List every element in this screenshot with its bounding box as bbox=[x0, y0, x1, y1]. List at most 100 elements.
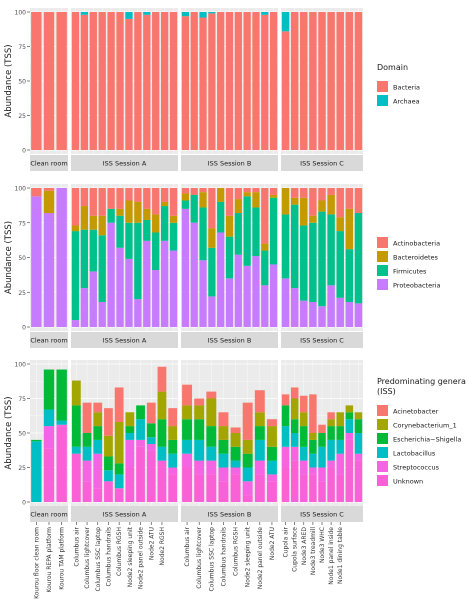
y-tick-label: 75 bbox=[18, 396, 26, 403]
bar-segment-archaea bbox=[80, 12, 89, 15]
panel-domain: Abundance (TSS) 0 25 50 75 100 Clean room ISS S… bbox=[4, 8, 420, 171]
bar-segment-actinobacteria bbox=[327, 188, 335, 195]
x-tick-label: Node2 sleeping unit bbox=[127, 526, 134, 587]
bar-segment-archaea bbox=[125, 12, 133, 19]
facet-strip bbox=[281, 332, 363, 348]
bar-segment-lactobacillus bbox=[336, 439, 344, 454]
facet-strip bbox=[181, 506, 278, 522]
facet-clean-room: Kourou floor clean room Kourou REPA platf… bbox=[30, 360, 68, 599]
bar-segment-proteobacteria bbox=[199, 260, 207, 327]
bar-segment-acinetobacter bbox=[82, 402, 92, 433]
bar-segment-bacteroidetes bbox=[71, 225, 80, 232]
bar-segment-unknown bbox=[194, 474, 205, 502]
legend-label: Firmicutes bbox=[393, 268, 427, 276]
facet-iss-session-a: ISS Session A bbox=[71, 8, 178, 171]
bar-segment-streptococcus bbox=[43, 426, 55, 449]
bar-segment-proteobacteria bbox=[354, 303, 363, 327]
x-tick-label: Node1 panel inside bbox=[328, 527, 335, 585]
bar-segment-bacteria bbox=[217, 12, 225, 150]
bar-segment-unknown bbox=[309, 474, 317, 502]
bar-segment-streptococcus bbox=[93, 453, 103, 489]
bar-segment-unknown bbox=[43, 448, 55, 502]
facet-iss-session-c: ISS Session C bbox=[281, 8, 363, 171]
y-tick-label: 100 bbox=[15, 362, 27, 369]
facet-iss-session-a: ISS Session A bbox=[71, 184, 178, 348]
bar-segment-corynebacterium-1 bbox=[309, 433, 317, 440]
bar-segment-bacteroidetes bbox=[300, 197, 308, 226]
bar-segment-bacteroidetes bbox=[269, 194, 278, 198]
x-tick-label: Columbus RGSH bbox=[116, 527, 123, 576]
bar-segment-streptococcus bbox=[136, 439, 145, 447]
facet-strip-label: Clean room bbox=[30, 511, 67, 519]
facet-clean-room: Clean room bbox=[30, 184, 68, 348]
bar-segment-actinobacteria bbox=[31, 188, 42, 197]
bar-segment-proteobacteria bbox=[318, 306, 326, 327]
legend-label: Corynebacterium_1 bbox=[393, 422, 457, 430]
y-tick-label: 25 bbox=[18, 290, 26, 297]
bar-segment-acinetobacter bbox=[300, 395, 308, 413]
bar-segment-acinetobacter bbox=[114, 387, 124, 422]
bar-segment-lactobacillus bbox=[345, 419, 354, 433]
bar-segment-bacteroidetes bbox=[345, 208, 354, 250]
facet-strip bbox=[181, 155, 278, 171]
bar-segment-lactobacillus bbox=[104, 470, 113, 482]
bar-segment-streptococcus bbox=[82, 460, 92, 482]
bar-segment-bacteroidetes bbox=[243, 192, 251, 197]
legend: Domain Bacteria Archaea bbox=[377, 63, 420, 106]
bar-segment-actinobacteria bbox=[71, 188, 80, 226]
bar-segment-bacteroidetes bbox=[309, 215, 317, 223]
bar-segment-unknown bbox=[71, 453, 81, 502]
facet-strip bbox=[71, 332, 178, 348]
bar-segment-acinetobacter bbox=[266, 419, 277, 427]
bar-segment-streptococcus bbox=[345, 433, 354, 440]
bar-segment-proteobacteria bbox=[336, 297, 344, 327]
legend-label: Acinetobacter bbox=[393, 408, 439, 416]
bar-segment-bacteria bbox=[345, 12, 354, 150]
y-tick-label: 0 bbox=[22, 500, 26, 507]
y-tick-label: 0 bbox=[22, 325, 26, 332]
bar-segment-proteobacteria bbox=[71, 320, 80, 327]
bar-segment-bacteroidetes bbox=[181, 193, 190, 201]
x-tick-label: Node2 ATU bbox=[269, 527, 276, 560]
bar-segment-bacteria bbox=[243, 12, 251, 150]
legend-title: (ISS) bbox=[377, 387, 396, 396]
bar-segment-bacteroidetes bbox=[143, 208, 151, 220]
bar-segment-bacteroidetes bbox=[116, 208, 124, 216]
bar-segment-escherichia-shigella bbox=[254, 426, 265, 440]
legend-key bbox=[377, 251, 388, 262]
bar-segment-unknown bbox=[56, 426, 67, 502]
bar-segment-actinobacteria bbox=[225, 188, 234, 216]
bar-segment-archaea bbox=[281, 12, 290, 32]
bar-segment-unknown bbox=[230, 474, 241, 502]
bar-segment-lactobacillus bbox=[254, 439, 265, 461]
bar-segment-bacteria bbox=[125, 18, 133, 151]
bar-segment-lactobacillus bbox=[266, 460, 277, 475]
bar-segment-streptococcus bbox=[327, 460, 335, 468]
legend-key bbox=[377, 433, 388, 444]
bar-segment-proteobacteria bbox=[152, 270, 160, 327]
bar-segment-corynebacterium-1 bbox=[71, 380, 81, 406]
x-tick-label: Node3 treadmill bbox=[310, 527, 317, 575]
facet-iss-session-b: Columbus air Columbus lightcover Columbus … bbox=[181, 360, 278, 592]
bar-segment-streptococcus bbox=[254, 460, 265, 475]
bar-segment-firmicutes bbox=[152, 232, 160, 271]
bar-segment-escherichia-shigella bbox=[157, 419, 167, 447]
bar-segment-escherichia-shigella bbox=[206, 426, 217, 447]
bar-segment-acinetobacter bbox=[230, 427, 241, 433]
bar-segment-unknown bbox=[114, 488, 124, 502]
bar-segment-bacteroidetes bbox=[318, 200, 326, 212]
bar-segment-unknown bbox=[242, 495, 253, 502]
bar-segment-streptococcus bbox=[318, 467, 326, 482]
bar-segment-bacteroidetes bbox=[43, 190, 55, 214]
bar-segment-actinobacteria bbox=[300, 188, 308, 198]
x-tick-label: Node3 WHC bbox=[319, 527, 326, 563]
bar-segment-firmicutes bbox=[160, 206, 169, 241]
x-tick-label: Cupola air bbox=[283, 526, 290, 557]
panel-phylum: Abundance (TSS) 0 25 50 75 100 Clean room ISS S… bbox=[4, 184, 441, 348]
bar-segment-proteobacteria bbox=[208, 296, 216, 327]
bar-segment-bacteria bbox=[300, 12, 308, 150]
bar-segment-bacteria bbox=[234, 12, 242, 150]
facet-strip bbox=[281, 506, 363, 522]
bar-segment-firmicutes bbox=[354, 213, 363, 304]
bar-segment-firmicutes bbox=[252, 207, 260, 257]
